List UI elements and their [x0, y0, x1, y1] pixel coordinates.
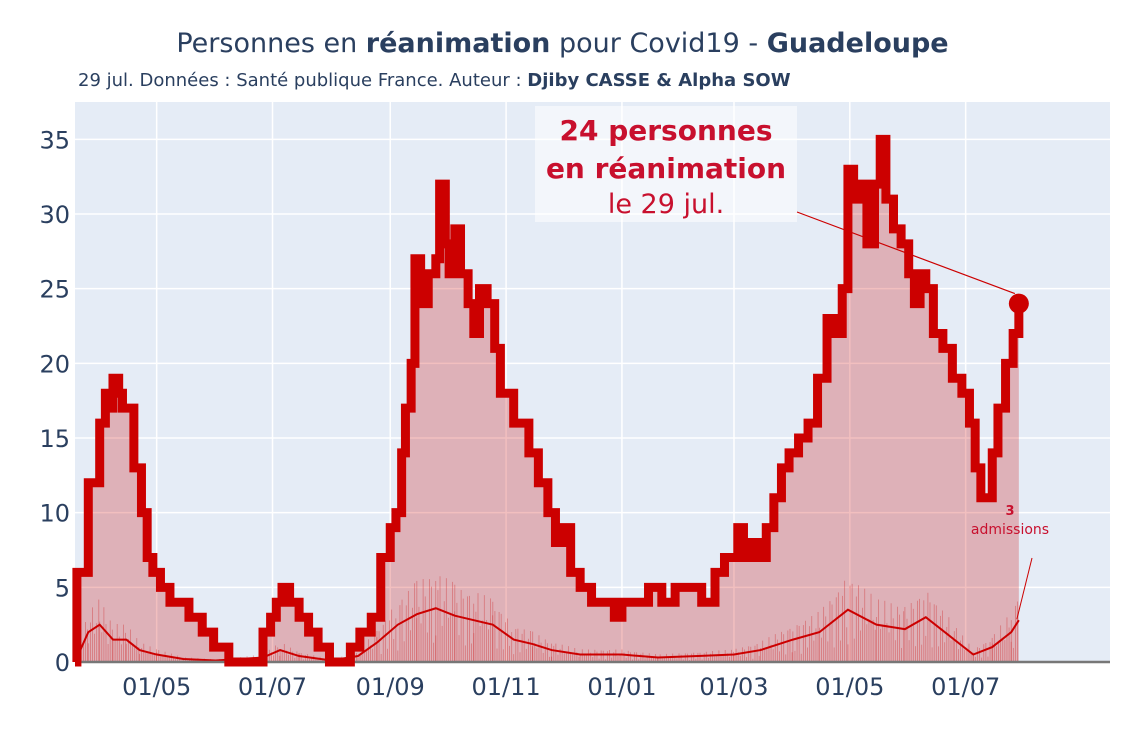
y-tick-label: 30: [39, 201, 70, 229]
y-tick-label: 20: [39, 350, 70, 378]
y-tick-label: 25: [39, 276, 70, 304]
admissions-line: [74, 607, 1020, 663]
title-bold-2: Guadeloupe: [766, 28, 949, 59]
y-tick-label: 10: [39, 500, 70, 528]
title-part-2: pour Covid19 -: [550, 28, 767, 59]
callout-arrow: [796, 211, 1016, 295]
callout-line-2: en réanimation: [545, 152, 787, 185]
x-tick-label: 01/07: [238, 673, 307, 701]
chart-subtitle: 29 jul. Données : Santé publique France.…: [78, 70, 791, 91]
subtitle-text: 29 jul. Données : Santé publique France.…: [78, 70, 528, 91]
callout-line-3: le 29 jul.: [607, 189, 725, 220]
last-value-marker: [1008, 293, 1029, 314]
reanimation-line: [72, 134, 1024, 667]
title-bold-1: réanimation: [365, 28, 551, 59]
y-tick-label: 15: [39, 425, 70, 453]
latest-value-callout: 24 personnes en réanimation le 29 jul.: [535, 106, 797, 222]
x-tick-label: 01/07: [931, 673, 1000, 701]
x-tick-label: 01/05: [815, 673, 884, 701]
chart-title: Personnes en réanimation pour Covid19 - …: [0, 28, 1125, 59]
y-tick-label: 5: [55, 574, 70, 602]
x-tick-label: 01/11: [472, 673, 541, 701]
callout-line-1: 24 personnes: [559, 114, 773, 147]
x-tick-label: 01/03: [699, 673, 768, 701]
y-tick-label: 35: [39, 126, 70, 154]
area-fill: [75, 139, 1019, 663]
subtitle-authors: Djiby CASSE & Alpha SOW: [527, 70, 791, 91]
y-tick-label: 0: [55, 649, 70, 677]
admissions-callout: 3 admissions: [955, 502, 1065, 540]
title-part-1: Personnes en: [176, 28, 366, 59]
admissions-label: admissions: [970, 522, 1050, 538]
x-tick-label: 01/01: [587, 673, 656, 701]
admissions-arrow: [1016, 557, 1033, 620]
admissions-value: 3: [1005, 504, 1015, 519]
x-tick-label: 01/05: [122, 673, 191, 701]
x-tick-label: 01/09: [356, 673, 425, 701]
